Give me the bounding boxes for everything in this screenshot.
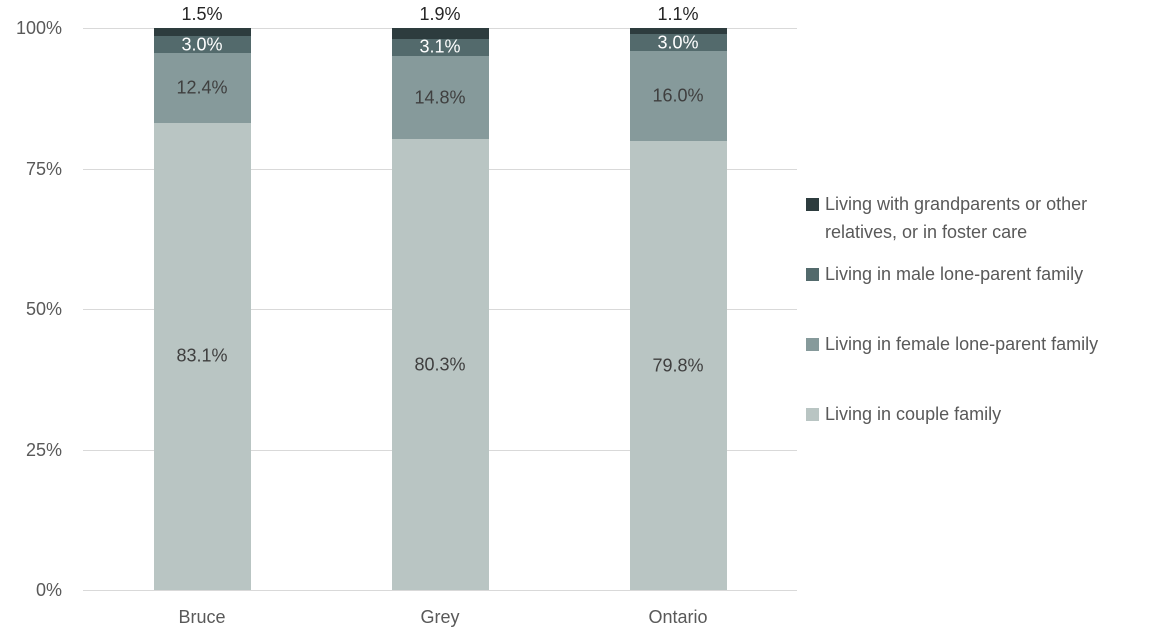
data-label: 3.0% bbox=[181, 34, 223, 55]
y-tick-label: 75% bbox=[25, 158, 62, 179]
legend-label: Living in male lone-parent family bbox=[825, 264, 1084, 284]
y-tick-label: 25% bbox=[25, 439, 62, 460]
y-tick-label: 50% bbox=[25, 299, 62, 319]
data-label: 79.8% bbox=[652, 355, 704, 376]
data-label: 16.0% bbox=[652, 85, 704, 106]
bar-segment bbox=[153, 28, 251, 37]
bar-segment: 14.8% bbox=[391, 56, 489, 140]
bar-segment bbox=[391, 28, 489, 39]
bar-column: 83.1% 12.4% 3.0% 1.5% bbox=[153, 4, 251, 590]
bar-column: 80.3% 14.8% 3.1% 1.9% bbox=[391, 4, 489, 590]
legend-label: Living with grandparents or other relati… bbox=[825, 194, 1088, 242]
data-label: 1.1% bbox=[657, 4, 699, 24]
data-label: 1.9% bbox=[419, 4, 461, 24]
legend-swatch bbox=[806, 268, 819, 281]
data-label: 14.8% bbox=[414, 87, 466, 108]
legend-label: Living in female lone-parent family bbox=[825, 334, 1099, 354]
plot-area: 83.1% 12.4% 3.0% 1.5% 80.3% 14.8% 3.1% 1.9% 79.8… bbox=[83, 4, 797, 591]
legend-swatch bbox=[806, 408, 819, 421]
legend-item: Living in female lone-parent family bbox=[806, 330, 1154, 400]
bar-segment: 16.0% bbox=[629, 51, 727, 142]
bar-segment: 3.1% bbox=[391, 37, 489, 57]
bar-segment: 83.1% bbox=[153, 122, 251, 590]
legend: Living with grandparents or other relati… bbox=[806, 190, 1154, 470]
legend-swatch bbox=[806, 198, 819, 211]
bar-segment: 3.0% bbox=[629, 32, 727, 52]
legend-item: Living in couple family bbox=[806, 400, 1154, 470]
data-label: 1.5% bbox=[181, 4, 223, 24]
data-label: 3.1% bbox=[419, 36, 461, 57]
bar-segment: 3.0% bbox=[153, 34, 251, 54]
legend-item: Living with grandparents or other relati… bbox=[806, 190, 1154, 260]
legend-label: Living in couple family bbox=[825, 404, 1002, 424]
bar-segment bbox=[629, 28, 727, 35]
y-tick-label: 100% bbox=[15, 18, 62, 38]
category-label: Bruce bbox=[178, 607, 226, 627]
bar-segment: 12.4% bbox=[153, 53, 251, 123]
data-label: 3.0% bbox=[657, 32, 699, 53]
data-label: 12.4% bbox=[176, 77, 228, 98]
bar-column: 79.8% 16.0% 3.0% 1.1% bbox=[629, 4, 727, 590]
legend-item: Living in male lone-parent family bbox=[806, 260, 1154, 330]
bar-segment: 79.8% bbox=[629, 141, 727, 590]
category-label: Grey bbox=[420, 607, 460, 627]
bar-segment: 80.3% bbox=[391, 139, 489, 590]
gridline bbox=[83, 590, 797, 591]
data-label: 80.3% bbox=[414, 354, 466, 375]
y-tick-label: 0% bbox=[35, 580, 62, 600]
data-label: 83.1% bbox=[176, 345, 228, 366]
category-label: Ontario bbox=[648, 607, 708, 627]
legend-swatch bbox=[806, 338, 819, 351]
